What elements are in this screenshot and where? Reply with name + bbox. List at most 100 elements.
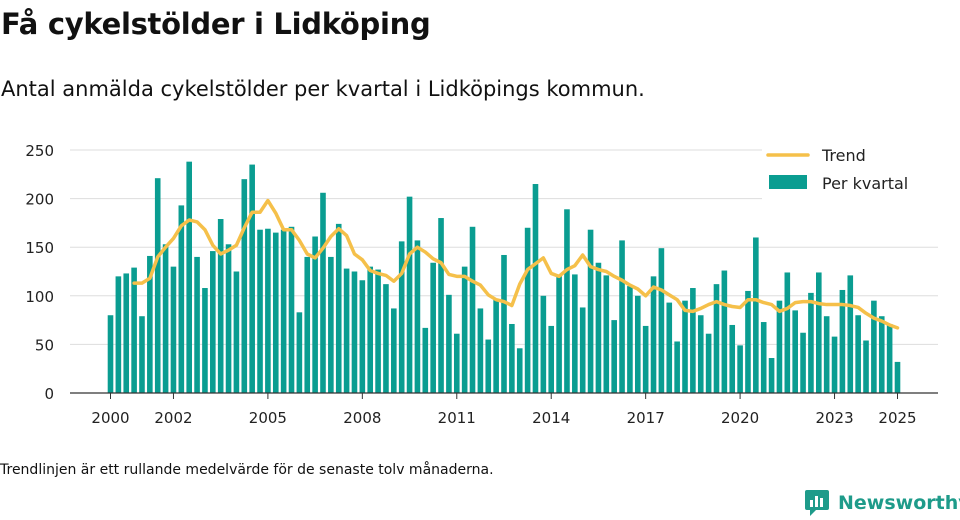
bar — [320, 192, 326, 393]
bar — [768, 358, 775, 393]
trend-series — [132, 198, 900, 330]
bar — [225, 244, 232, 393]
bar — [131, 267, 137, 393]
y-tick-label: 50 — [35, 336, 54, 354]
bar — [831, 336, 838, 393]
chart-subtitle: Antal anmälda cykelstölder per kvartal i… — [1, 77, 645, 101]
bar — [170, 266, 177, 393]
bar — [422, 327, 429, 393]
y-axis: 0 50 100 150 200 250 — [25, 142, 54, 403]
bar — [288, 226, 295, 393]
bar — [375, 269, 381, 393]
bar — [666, 302, 673, 393]
bar — [351, 271, 358, 393]
bar — [501, 254, 507, 393]
bar — [328, 256, 334, 393]
bar — [406, 196, 413, 393]
bar — [186, 161, 192, 393]
x-tick-label: 2014 — [532, 409, 570, 427]
legend-label-trend: Trend — [821, 146, 866, 165]
bar — [737, 345, 743, 393]
bar — [453, 333, 460, 393]
bar — [477, 308, 484, 393]
bar — [784, 272, 791, 393]
bar — [650, 276, 657, 393]
bar — [383, 284, 389, 393]
bar — [603, 275, 610, 393]
bar — [579, 307, 586, 393]
y-tick-label: 250 — [25, 142, 54, 160]
bar — [863, 340, 869, 393]
bar — [509, 323, 515, 393]
bar — [894, 361, 901, 393]
bar — [611, 320, 617, 393]
bar — [548, 325, 555, 393]
legend-label-bars: Per kvartal — [822, 174, 908, 193]
bar — [800, 332, 806, 393]
x-tick-label: 2000 — [91, 409, 129, 427]
bar — [839, 289, 846, 393]
bar — [705, 333, 712, 393]
bar — [312, 236, 318, 393]
bar — [871, 300, 877, 393]
bar — [485, 339, 492, 393]
bar — [697, 315, 704, 393]
bar — [713, 284, 720, 393]
brand-logo: Newsworthy — [804, 488, 960, 518]
x-tick-label: 2025 — [878, 409, 916, 427]
bar — [391, 308, 397, 393]
bar — [808, 292, 814, 393]
bar — [335, 223, 342, 393]
x-tick-label: 2023 — [815, 409, 853, 427]
bar — [296, 312, 303, 393]
bar — [847, 275, 854, 393]
bar — [461, 266, 468, 393]
footnote: Trendlinjen är ett rullande medelvärde f… — [0, 462, 494, 478]
bar — [753, 237, 759, 393]
bar — [886, 323, 893, 393]
bar — [280, 229, 287, 393]
bar — [265, 228, 271, 393]
bar — [430, 262, 436, 393]
bar — [658, 248, 665, 393]
bar — [572, 274, 578, 393]
bar — [595, 262, 602, 393]
bar — [249, 164, 255, 393]
bar — [627, 286, 633, 393]
bar — [107, 315, 114, 393]
bar — [823, 316, 830, 393]
bar — [516, 348, 523, 393]
bar — [123, 273, 130, 393]
bar — [210, 251, 216, 393]
bar — [855, 315, 861, 393]
bar — [446, 294, 452, 393]
bar — [233, 271, 240, 393]
x-tick-label: 2017 — [627, 409, 665, 427]
bar — [438, 218, 444, 393]
bar — [162, 244, 169, 393]
bar — [414, 240, 421, 393]
y-tick-label: 100 — [25, 288, 54, 306]
bar — [760, 322, 767, 393]
bar — [398, 241, 405, 393]
bar — [241, 179, 248, 393]
y-tick-label: 200 — [25, 191, 54, 209]
bar — [217, 219, 224, 393]
bar — [178, 205, 185, 393]
x-tick-label: 2020 — [721, 409, 759, 427]
bar — [304, 256, 311, 393]
bar — [359, 280, 366, 393]
x-tick-label: 2002 — [154, 409, 192, 427]
legend: Trend Per kvartal — [762, 142, 938, 200]
bar — [721, 270, 728, 393]
x-tick-label: 2005 — [249, 409, 287, 427]
x-axis: 2000 2002 2005 2008 2011 2014 2017 2020 2023 2025 — [70, 392, 938, 427]
bar — [556, 275, 562, 393]
bar — [619, 240, 625, 393]
bar — [816, 272, 822, 393]
y-tick-label: 150 — [25, 239, 54, 257]
newsworthy-logo-icon — [805, 490, 829, 516]
legend-background — [762, 142, 938, 200]
bar — [532, 184, 539, 393]
legend-bar-swatch — [769, 175, 807, 189]
